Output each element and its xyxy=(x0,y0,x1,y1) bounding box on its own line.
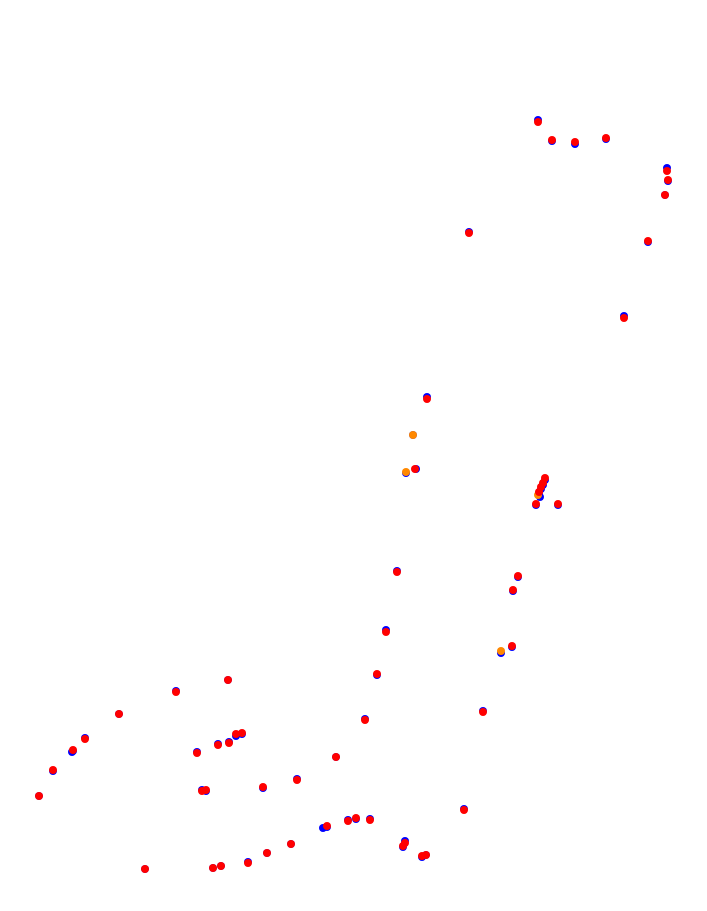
point-2-23 xyxy=(373,670,381,678)
point-1-3 xyxy=(497,647,505,655)
point-2-34 xyxy=(81,735,89,743)
point-2-56 xyxy=(209,864,217,872)
point-2-15 xyxy=(535,488,543,496)
point-2-47 xyxy=(323,822,331,830)
point-2-9 xyxy=(620,314,628,322)
point-2-45 xyxy=(352,814,360,822)
point-2-18 xyxy=(393,568,401,576)
point-2-26 xyxy=(115,710,123,718)
point-2-40 xyxy=(202,786,210,794)
point-2-21 xyxy=(382,628,390,636)
point-2-6 xyxy=(661,191,669,199)
point-2-24 xyxy=(224,676,232,684)
point-2-22 xyxy=(508,642,516,650)
point-2-4 xyxy=(663,167,671,175)
point-2-35 xyxy=(69,746,77,754)
point-1-0 xyxy=(409,431,417,439)
point-2-53 xyxy=(418,852,426,860)
point-2-27 xyxy=(479,708,487,716)
point-2-11 xyxy=(411,465,419,473)
series-2 xyxy=(35,118,672,873)
point-2-30 xyxy=(232,730,240,738)
point-2-28 xyxy=(361,716,369,724)
point-2-36 xyxy=(49,766,57,774)
point-2-7 xyxy=(465,229,473,237)
series-layer xyxy=(35,116,672,873)
point-2-57 xyxy=(141,865,149,873)
point-2-38 xyxy=(293,776,301,784)
point-2-16 xyxy=(532,500,540,508)
point-2-17 xyxy=(554,500,562,508)
point-2-31 xyxy=(225,739,233,747)
point-2-3 xyxy=(602,134,610,142)
point-2-54 xyxy=(244,859,252,867)
point-2-49 xyxy=(399,842,407,850)
point-2-37 xyxy=(332,753,340,761)
point-2-5 xyxy=(664,176,672,184)
point-2-51 xyxy=(263,849,271,857)
point-2-46 xyxy=(344,817,352,825)
point-2-32 xyxy=(214,741,222,749)
point-2-43 xyxy=(460,806,468,814)
point-2-8 xyxy=(644,237,652,245)
point-2-10 xyxy=(423,395,431,403)
point-1-1 xyxy=(402,468,410,476)
point-2-2 xyxy=(571,138,579,146)
point-2-25 xyxy=(172,688,180,696)
point-2-19 xyxy=(514,572,522,580)
point-2-42 xyxy=(35,792,43,800)
point-2-44 xyxy=(366,816,374,824)
point-2-29 xyxy=(238,729,246,737)
point-2-50 xyxy=(287,840,295,848)
point-2-41 xyxy=(259,783,267,791)
point-2-1 xyxy=(548,136,556,144)
point-2-20 xyxy=(509,586,517,594)
point-2-0 xyxy=(534,118,542,126)
point-2-33 xyxy=(193,749,201,757)
point-2-55 xyxy=(217,862,225,870)
